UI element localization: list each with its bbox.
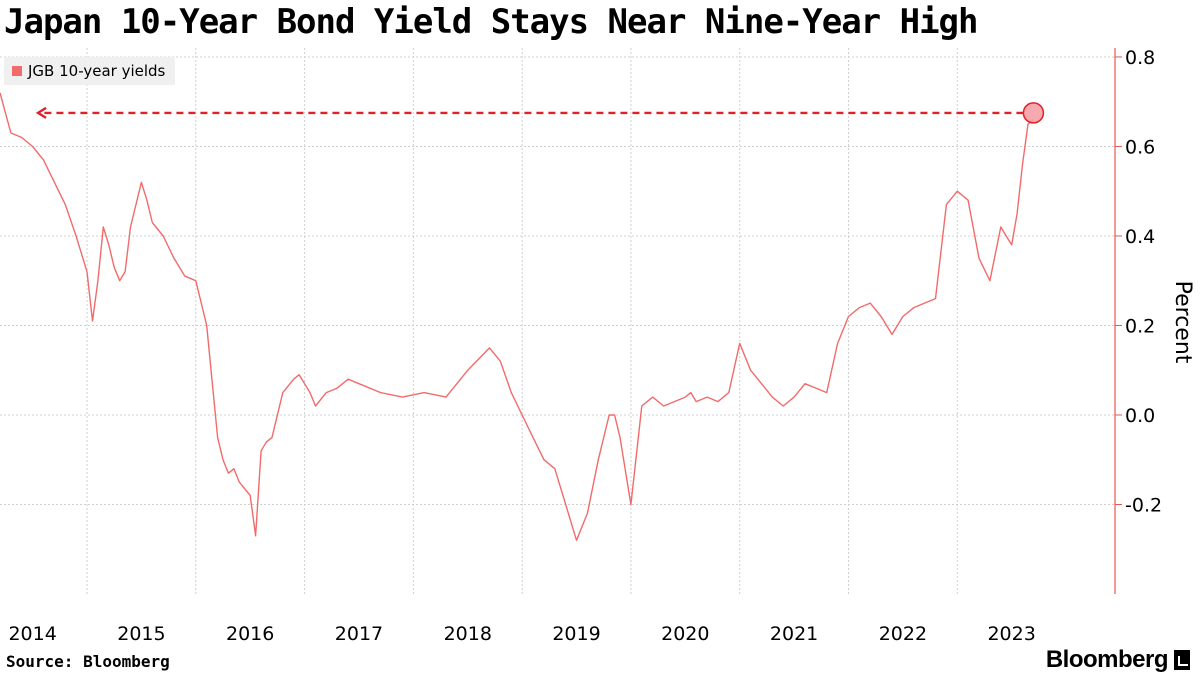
x-tick-label: 2016 xyxy=(226,623,274,645)
y-axis-label: Percent xyxy=(1170,281,1195,364)
legend: JGB 10-year yields xyxy=(4,57,176,85)
annotation xyxy=(35,102,1045,124)
x-tick-label: 2014 xyxy=(8,623,56,645)
y-tick-label: 0.4 xyxy=(1125,226,1155,248)
brand-logo: Bloomberg xyxy=(1046,646,1190,674)
x-tick-label: 2021 xyxy=(770,623,818,645)
x-tick-label: 2020 xyxy=(661,623,709,645)
annotation-arrowhead xyxy=(35,106,47,119)
x-tick-label: 2015 xyxy=(117,623,165,645)
chart-icon xyxy=(1174,650,1190,670)
series-jgb-10y xyxy=(0,92,1034,541)
y-tick-label: -0.2 xyxy=(1125,494,1162,516)
axes: 0.8 0.6 0.4 0.2 0.0 -0.2 2014 2015 2016 2017 2018 2… xyxy=(8,47,1195,645)
x-tick-label: 2017 xyxy=(335,623,383,645)
brand-name: Bloomberg xyxy=(1045,646,1169,673)
annotation-marker xyxy=(1022,102,1045,124)
x-tick-label: 2018 xyxy=(444,623,492,645)
legend-label: JGB 10-year yields xyxy=(28,62,166,80)
y-tick-label: 0.0 xyxy=(1125,405,1155,427)
y-tick-label: 0.2 xyxy=(1125,315,1155,337)
x-tick-label: 2022 xyxy=(879,623,927,645)
page-title: Japan 10-Year Bond Yield Stays Near Nine… xyxy=(4,2,978,42)
y-tick-label: 0.8 xyxy=(1125,47,1155,69)
legend-swatch xyxy=(12,66,22,76)
series-line xyxy=(0,92,1034,541)
x-tick-label: 2023 xyxy=(987,623,1035,645)
grid xyxy=(0,48,1115,594)
y-tick-label: 0.6 xyxy=(1125,136,1155,158)
x-tick-label: 2019 xyxy=(552,623,600,645)
source-note: Source: Bloomberg xyxy=(6,652,170,671)
